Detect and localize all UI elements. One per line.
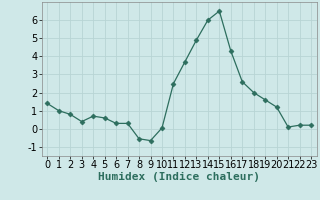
X-axis label: Humidex (Indice chaleur): Humidex (Indice chaleur)	[98, 172, 260, 182]
